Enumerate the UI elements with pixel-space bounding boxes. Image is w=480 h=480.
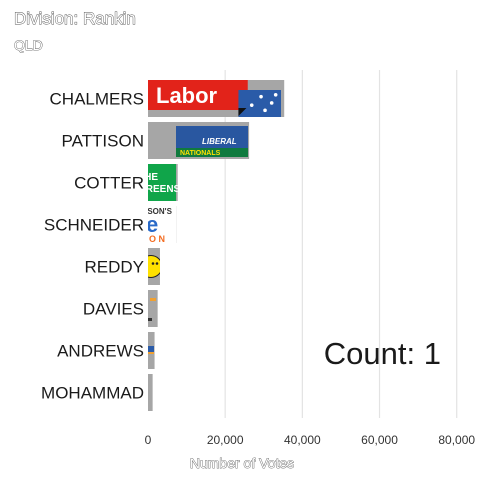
- chart-title: Division: Rankin: [14, 9, 136, 28]
- category-label-reddy: REDDY: [84, 258, 144, 277]
- uap-logo-icon: [148, 255, 160, 278]
- labor-logo-icon: Labor: [148, 80, 281, 117]
- category-label-pattison: PATTISON: [62, 132, 145, 151]
- chart-subtitle: QLD: [14, 37, 43, 53]
- count-annotation: Count: 1: [324, 336, 441, 371]
- x-tick-label: 20,000: [207, 433, 244, 447]
- svg-text:LIBERAL: LIBERAL: [202, 137, 237, 146]
- x-tick-label: 60,000: [361, 433, 398, 447]
- svg-text:GREENS: GREENS: [138, 184, 181, 195]
- party-logo-icon: [148, 298, 156, 321]
- category-label-davies: DAVIES: [83, 300, 144, 319]
- category-label-chalmers: CHALMERS: [50, 90, 144, 109]
- one-nation-logo-icon: HANSON'SeO N: [130, 206, 177, 244]
- x-tick-label: 80,000: [438, 433, 475, 447]
- bar-davies: [148, 290, 158, 327]
- category-label-mohammad: MOHAMMAD: [41, 384, 144, 403]
- svg-text:e: e: [146, 212, 158, 237]
- gridlines: [224, 70, 458, 418]
- x-axis-label: Number of Votes: [190, 455, 294, 471]
- x-tick-labels: 0 20,000 40,000 60,000 80,000: [145, 433, 476, 447]
- svg-text:Labor: Labor: [156, 83, 218, 108]
- svg-text:O N: O N: [149, 234, 165, 244]
- svg-text:THE: THE: [138, 172, 158, 183]
- svg-text:HANSON'S: HANSON'S: [130, 207, 173, 216]
- party-logo-icon: [148, 346, 154, 354]
- category-labels: CHALMERS PATTISON COTTER SCHNEIDER REDDY DAVI…: [41, 90, 144, 403]
- category-label-cotter: COTTER: [74, 174, 144, 193]
- category-label-andrews: ANDREWS: [57, 342, 144, 361]
- x-tick-label: 0: [145, 433, 152, 447]
- bar-mohammad: [148, 374, 153, 411]
- svg-text:NATIONALS: NATIONALS: [180, 150, 221, 157]
- x-tick-label: 40,000: [284, 433, 321, 447]
- category-label-schneider: SCHNEIDER: [44, 216, 144, 235]
- liberal-nationals-logo-icon: LIBERAL NATIONALS: [176, 126, 248, 157]
